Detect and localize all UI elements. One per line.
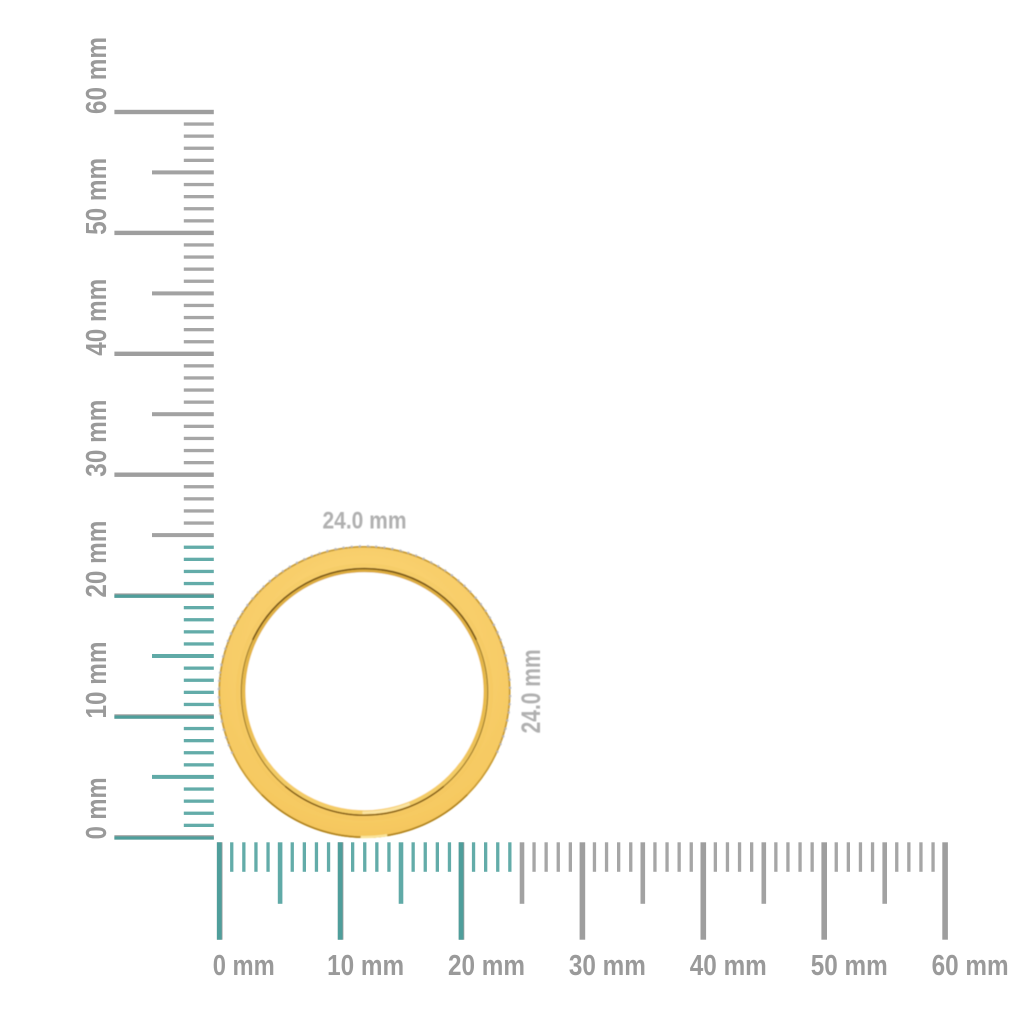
svg-text:40 mm: 40 mm bbox=[81, 279, 113, 356]
svg-text:40 mm: 40 mm bbox=[690, 950, 767, 982]
svg-text:20 mm: 20 mm bbox=[448, 950, 525, 982]
svg-text:10 mm: 10 mm bbox=[327, 950, 404, 982]
svg-text:60 mm: 60 mm bbox=[932, 950, 1009, 982]
svg-text:30 mm: 30 mm bbox=[569, 950, 646, 982]
svg-text:20 mm: 20 mm bbox=[81, 521, 113, 598]
svg-text:50 mm: 50 mm bbox=[81, 158, 113, 235]
svg-text:30 mm: 30 mm bbox=[81, 400, 113, 477]
svg-text:0 mm: 0 mm bbox=[213, 950, 275, 982]
svg-text:50 mm: 50 mm bbox=[811, 950, 888, 982]
svg-text:24.0 mm: 24.0 mm bbox=[516, 649, 546, 733]
svg-text:10 mm: 10 mm bbox=[81, 642, 113, 719]
svg-text:0 mm: 0 mm bbox=[81, 777, 113, 839]
svg-text:60 mm: 60 mm bbox=[81, 37, 113, 114]
svg-text:24.0 mm: 24.0 mm bbox=[323, 508, 407, 535]
